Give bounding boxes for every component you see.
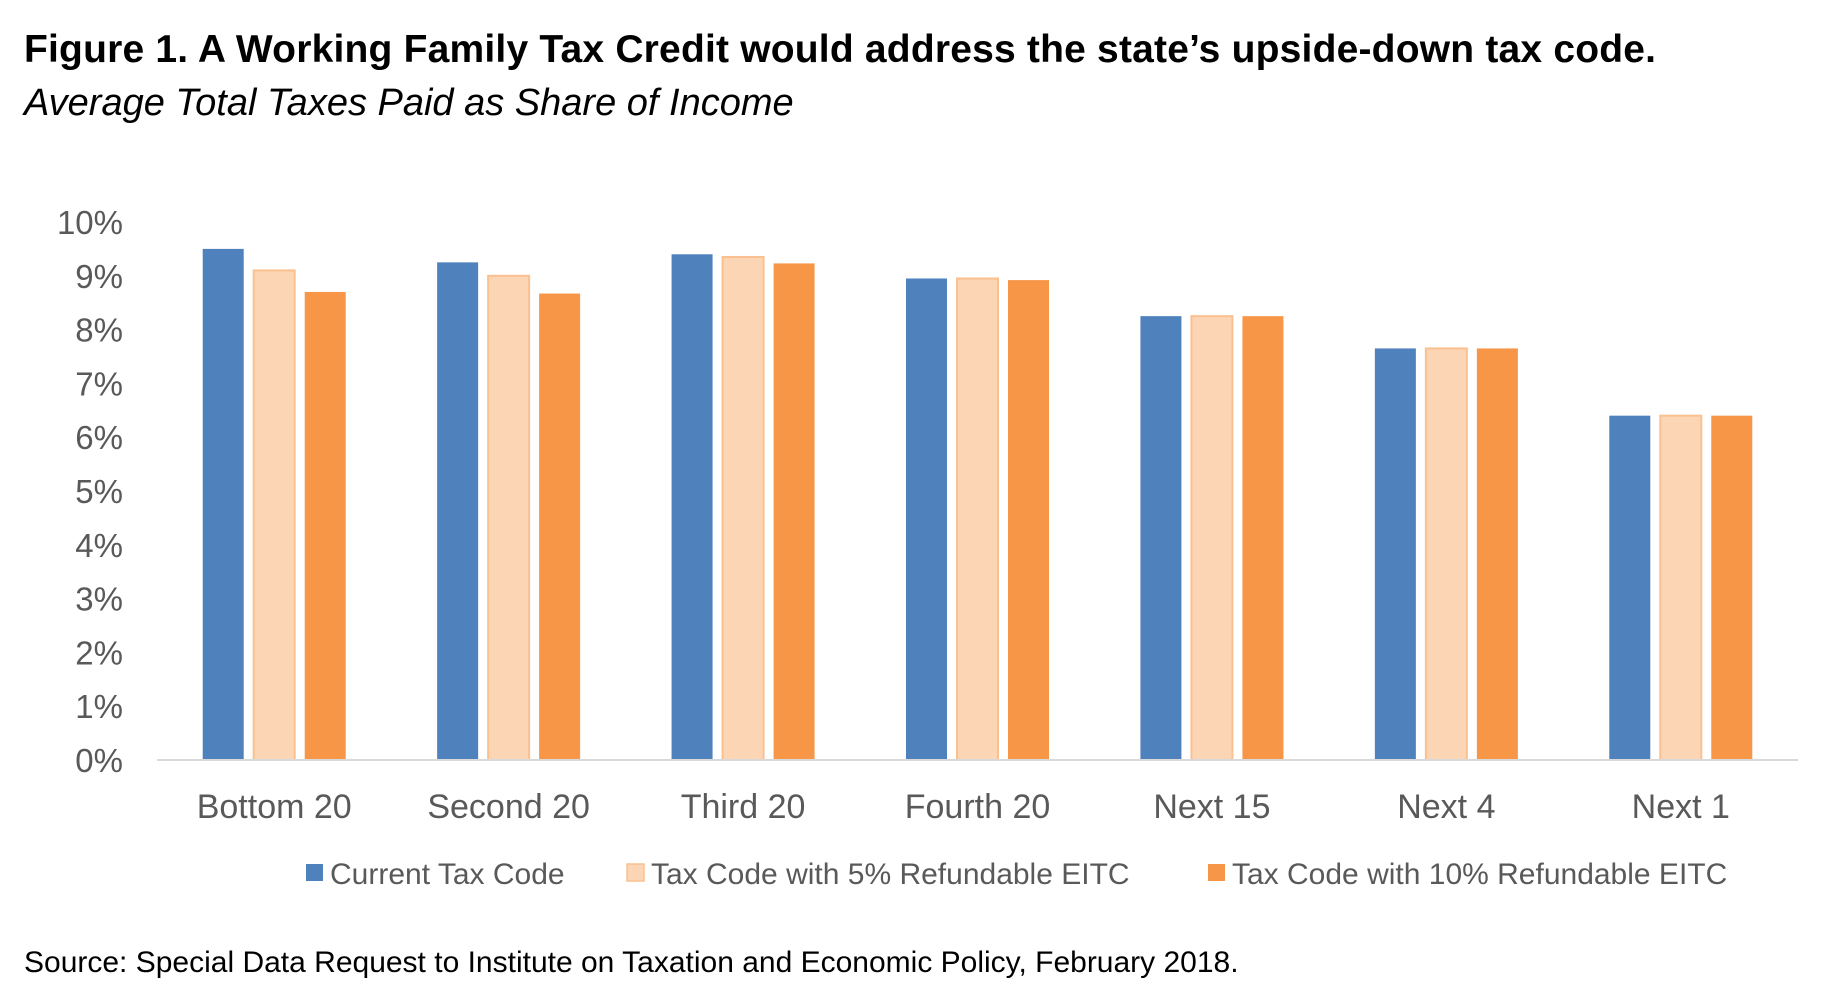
legend-label: Current Tax Code (330, 858, 565, 891)
source-note: Source: Special Data Request to Institut… (24, 946, 1239, 979)
x-category-label: Second 20 (427, 788, 590, 826)
x-category-label: Bottom 20 (197, 788, 352, 826)
bar-tax-code-with-5-refundable-eitc-next-15 (1190, 315, 1234, 761)
y-tick-label: 9% (75, 258, 123, 295)
bar-tax-code-with-10-refundable-eitc-next-1 (1711, 415, 1753, 760)
bar-tax-code-with-10-refundable-eitc-fourth-20 (1008, 280, 1049, 760)
bar-tax-code-with-10-refundable-eitc-next-15 (1242, 316, 1284, 760)
x-category-label: Next 4 (1397, 788, 1495, 826)
legend-label: Tax Code with 10% Refundable EITC (1232, 858, 1727, 891)
legend-swatch (306, 864, 323, 881)
bar-current-tax-code-bottom-20 (202, 248, 244, 760)
bar-current-tax-code-next-4 (1374, 348, 1416, 760)
bar-chart: 0% 1% 2% 3% 4% 5% 6% 7% 8% 9% 10% Bottom 20 Second … (57, 204, 1798, 891)
bars (202, 248, 1753, 761)
bar-tax-code-with-5-refundable-eitc-bottom-20 (252, 269, 296, 761)
x-category-label: Third 20 (681, 788, 806, 826)
legend-swatch (1208, 864, 1225, 881)
y-tick-label: 0% (75, 742, 123, 779)
y-tick-label: 4% (75, 527, 123, 564)
bar-tax-code-with-5-refundable-eitc-next-4 (1424, 347, 1468, 761)
y-tick-label: 8% (75, 312, 123, 349)
bar-tax-code-with-10-refundable-eitc-second-20 (539, 293, 581, 760)
bar-tax-code-with-5-refundable-eitc-fourth-20 (956, 277, 999, 761)
x-category-label: Next 1 (1632, 788, 1730, 826)
x-axis: Bottom 20 Second 20 Third 20 Fourth 20 Next … (197, 788, 1730, 826)
bar-tax-code-with-10-refundable-eitc-third-20 (773, 263, 815, 760)
legend-swatch (626, 863, 645, 882)
bar-current-tax-code-fourth-20 (906, 278, 947, 760)
y-axis: 0% 1% 2% 3% 4% 5% 6% 7% 8% 9% 10% (57, 204, 123, 779)
y-tick-label: 5% (75, 473, 123, 510)
chart-title: Figure 1. A Working Family Tax Credit wo… (24, 28, 1657, 71)
x-category-label: Next 15 (1153, 788, 1270, 826)
bar-tax-code-with-5-refundable-eitc-second-20 (487, 274, 531, 761)
y-tick-label: 3% (75, 581, 123, 618)
y-tick-label: 2% (75, 634, 123, 671)
bar-current-tax-code-second-20 (437, 262, 479, 760)
bar-tax-code-with-10-refundable-eitc-bottom-20 (304, 291, 346, 760)
y-tick-label: 10% (57, 204, 123, 241)
bar-current-tax-code-next-15 (1140, 316, 1182, 760)
legend-label: Tax Code with 5% Refundable EITC (651, 858, 1130, 891)
legend: Current Tax Code Tax Code with 5% Refunda… (306, 858, 1727, 891)
bar-tax-code-with-5-refundable-eitc-third-20 (721, 255, 765, 761)
bar-tax-code-with-5-refundable-eitc-next-1 (1659, 414, 1703, 761)
bar-current-tax-code-third-20 (671, 254, 713, 760)
x-category-label: Fourth 20 (905, 788, 1051, 826)
chart-subtitle: Average Total Taxes Paid as Share of Inc… (24, 82, 794, 124)
y-tick-label: 1% (75, 688, 123, 725)
bar-current-tax-code-next-1 (1609, 415, 1651, 760)
y-tick-label: 7% (75, 365, 123, 402)
bar-tax-code-with-10-refundable-eitc-next-4 (1476, 348, 1518, 760)
y-tick-label: 6% (75, 419, 123, 456)
